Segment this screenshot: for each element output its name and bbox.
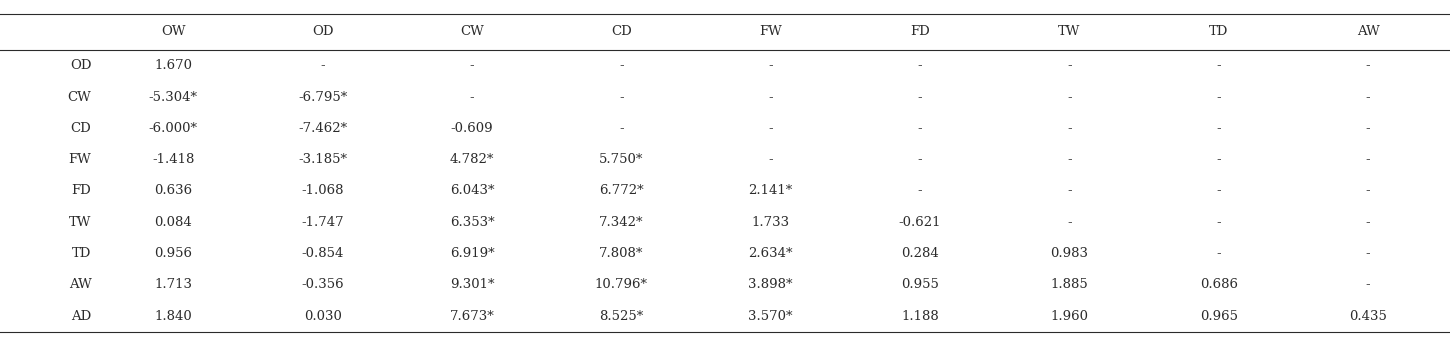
Text: 2.634*: 2.634* (748, 247, 793, 260)
Text: -7.462*: -7.462* (299, 122, 347, 135)
Text: 1.713: 1.713 (154, 278, 193, 291)
Text: -1.068: -1.068 (302, 184, 344, 197)
Text: -: - (470, 60, 474, 73)
Text: 1.670: 1.670 (154, 60, 193, 73)
Text: -: - (619, 60, 624, 73)
Text: -: - (1217, 184, 1221, 197)
Text: 0.983: 0.983 (1050, 247, 1089, 260)
Text: 3.570*: 3.570* (748, 310, 793, 323)
Text: 1.840: 1.840 (154, 310, 193, 323)
Text: 0.084: 0.084 (154, 216, 193, 229)
Text: -0.609: -0.609 (451, 122, 493, 135)
Text: 6.772*: 6.772* (599, 184, 644, 197)
Text: -3.185*: -3.185* (299, 153, 347, 166)
Text: -: - (1366, 184, 1370, 197)
Text: TD: TD (72, 247, 91, 260)
Text: 0.686: 0.686 (1199, 278, 1238, 291)
Text: 10.796*: 10.796* (594, 278, 648, 291)
Text: TD: TD (1209, 25, 1228, 38)
Text: -: - (918, 91, 922, 104)
Text: -: - (1217, 60, 1221, 73)
Text: 0.435: 0.435 (1348, 310, 1388, 323)
Text: -: - (918, 153, 922, 166)
Text: -: - (1366, 247, 1370, 260)
Text: OW: OW (161, 25, 186, 38)
Text: CW: CW (460, 25, 484, 38)
Text: -5.304*: -5.304* (149, 91, 197, 104)
Text: 0.955: 0.955 (900, 278, 940, 291)
Text: -: - (918, 122, 922, 135)
Text: -: - (1067, 216, 1072, 229)
Text: 6.353*: 6.353* (450, 216, 494, 229)
Text: -: - (1217, 122, 1221, 135)
Text: AW: AW (68, 278, 91, 291)
Text: TW: TW (1058, 25, 1080, 38)
Text: 0.030: 0.030 (303, 310, 342, 323)
Text: 4.782*: 4.782* (450, 153, 494, 166)
Text: -: - (918, 60, 922, 73)
Text: 7.673*: 7.673* (450, 310, 494, 323)
Text: -0.621: -0.621 (899, 216, 941, 229)
Text: 2.141*: 2.141* (748, 184, 793, 197)
Text: CW: CW (68, 91, 91, 104)
Text: -6.000*: -6.000* (149, 122, 197, 135)
Text: -: - (1067, 60, 1072, 73)
Text: OD: OD (70, 60, 91, 73)
Text: 3.898*: 3.898* (748, 278, 793, 291)
Text: -: - (768, 153, 773, 166)
Text: -0.854: -0.854 (302, 247, 344, 260)
Text: AD: AD (71, 310, 91, 323)
Text: -0.356: -0.356 (302, 278, 344, 291)
Text: -: - (1366, 60, 1370, 73)
Text: 0.284: 0.284 (900, 247, 940, 260)
Text: -: - (1067, 184, 1072, 197)
Text: -: - (1217, 247, 1221, 260)
Text: -: - (1067, 153, 1072, 166)
Text: -: - (768, 122, 773, 135)
Text: -: - (619, 91, 624, 104)
Text: CD: CD (610, 25, 632, 38)
Text: -: - (918, 184, 922, 197)
Text: -: - (320, 60, 325, 73)
Text: -: - (768, 60, 773, 73)
Text: 1.960: 1.960 (1050, 310, 1089, 323)
Text: -1.747: -1.747 (302, 216, 344, 229)
Text: FW: FW (760, 25, 782, 38)
Text: -: - (619, 122, 624, 135)
Text: 1.733: 1.733 (751, 216, 790, 229)
Text: OD: OD (312, 25, 334, 38)
Text: -: - (1217, 153, 1221, 166)
Text: 8.525*: 8.525* (599, 310, 644, 323)
Text: CD: CD (71, 122, 91, 135)
Text: FD: FD (71, 184, 91, 197)
Text: TW: TW (70, 216, 91, 229)
Text: -: - (1067, 122, 1072, 135)
Text: -: - (1067, 91, 1072, 104)
Text: 0.965: 0.965 (1199, 310, 1238, 323)
Text: 5.750*: 5.750* (599, 153, 644, 166)
Text: -: - (1366, 153, 1370, 166)
Text: 1.188: 1.188 (900, 310, 940, 323)
Text: -1.418: -1.418 (152, 153, 194, 166)
Text: -: - (1217, 216, 1221, 229)
Text: -: - (1366, 216, 1370, 229)
Text: -: - (1217, 91, 1221, 104)
Text: 0.636: 0.636 (154, 184, 193, 197)
Text: 1.885: 1.885 (1050, 278, 1089, 291)
Text: 7.342*: 7.342* (599, 216, 644, 229)
Text: -: - (1366, 91, 1370, 104)
Text: -6.795*: -6.795* (299, 91, 347, 104)
Text: 6.043*: 6.043* (450, 184, 494, 197)
Text: 6.919*: 6.919* (450, 247, 494, 260)
Text: FD: FD (911, 25, 929, 38)
Text: -: - (1366, 278, 1370, 291)
Text: 0.956: 0.956 (154, 247, 193, 260)
Text: -: - (1366, 122, 1370, 135)
Text: 7.808*: 7.808* (599, 247, 644, 260)
Text: 9.301*: 9.301* (450, 278, 494, 291)
Text: -: - (768, 91, 773, 104)
Text: -: - (470, 91, 474, 104)
Text: AW: AW (1357, 25, 1379, 38)
Text: FW: FW (68, 153, 91, 166)
